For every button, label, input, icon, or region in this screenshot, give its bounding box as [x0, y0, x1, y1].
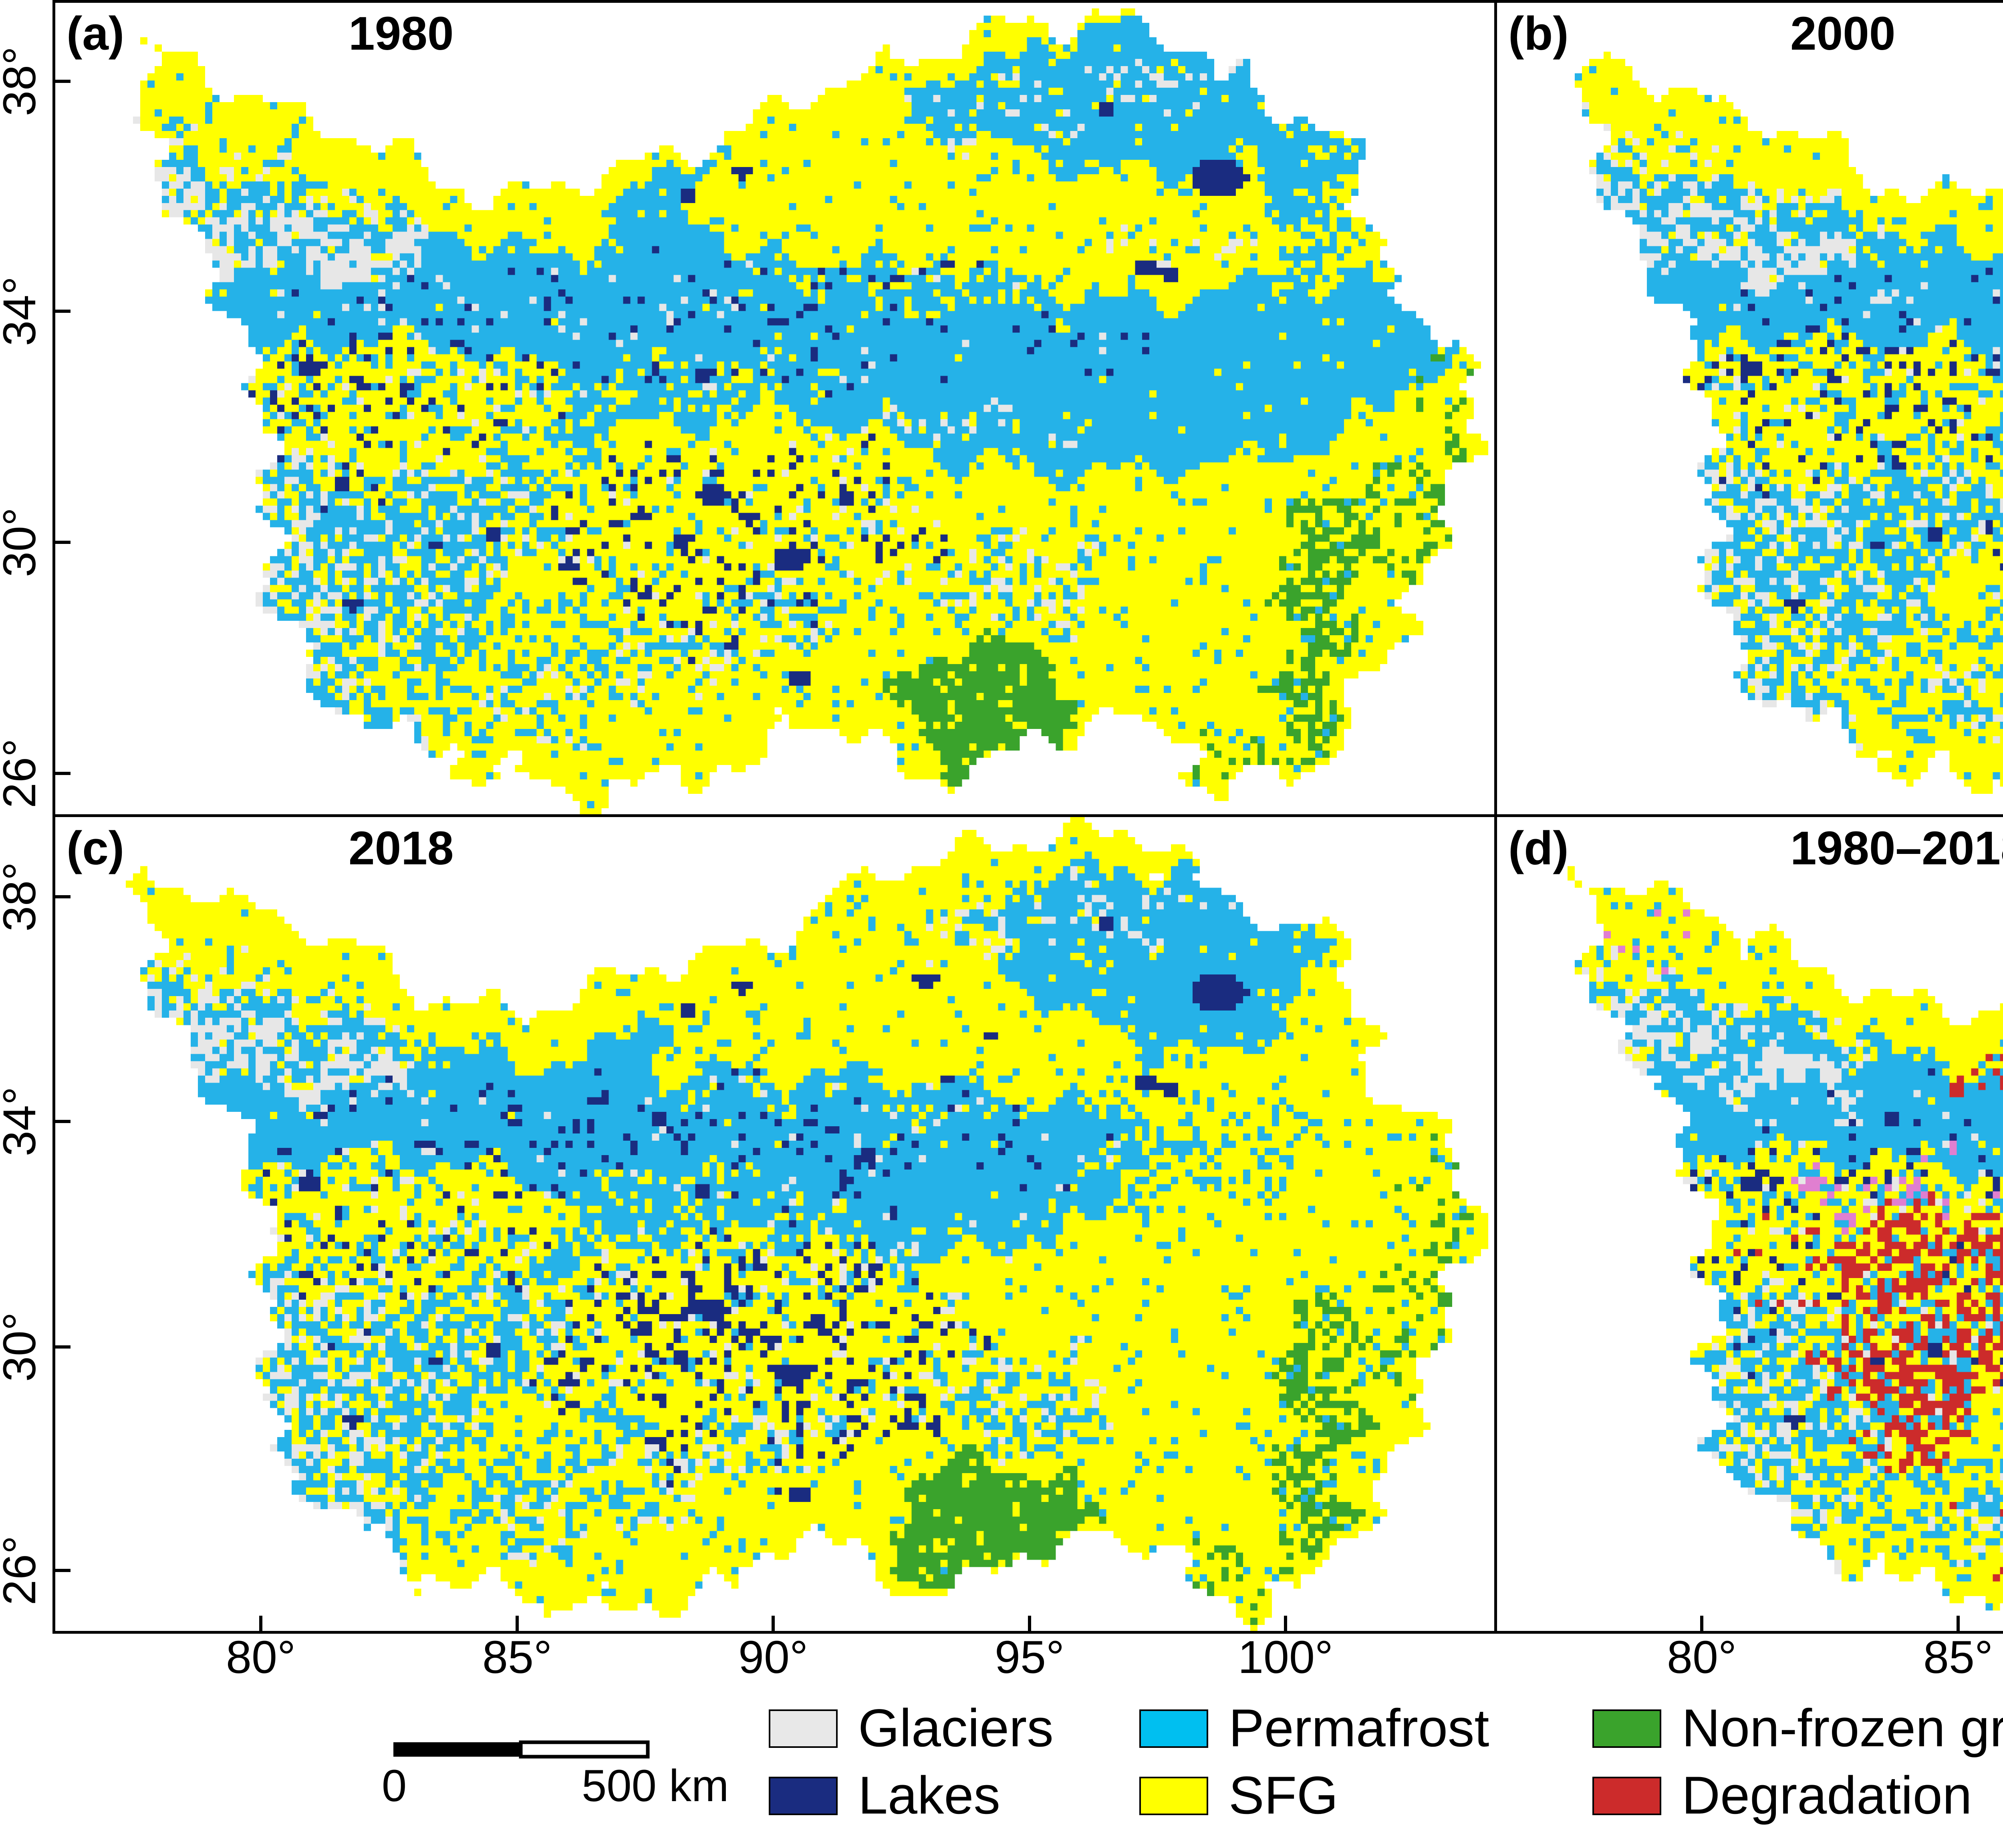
svg-text:(c): (c) [66, 822, 124, 875]
svg-text:SFG: SFG [1229, 1766, 1338, 1825]
svg-text:(b): (b) [1508, 7, 1569, 60]
svg-text:38°: 38° [0, 46, 45, 116]
svg-text:26°: 26° [0, 1536, 45, 1605]
svg-text:2000: 2000 [1790, 7, 1896, 60]
svg-text:500 km: 500 km [582, 1761, 729, 1811]
svg-text:30°: 30° [0, 1312, 45, 1382]
svg-text:85°: 85° [482, 1632, 552, 1683]
svg-text:85°: 85° [1923, 1632, 1993, 1683]
svg-text:Non-frozen ground: Non-frozen ground [1682, 1699, 2003, 1758]
svg-text:34°: 34° [0, 1087, 45, 1156]
svg-text:100°: 100° [1238, 1632, 1333, 1683]
svg-text:30°: 30° [0, 507, 45, 577]
svg-text:Lakes: Lakes [858, 1766, 1000, 1825]
svg-text:80°: 80° [1667, 1632, 1737, 1683]
svg-text:95°: 95° [995, 1632, 1064, 1683]
svg-text:Degradation: Degradation [1682, 1766, 1972, 1825]
svg-text:(a): (a) [66, 7, 124, 60]
svg-text:90°: 90° [738, 1632, 808, 1683]
svg-text:Glaciers: Glaciers [858, 1699, 1054, 1758]
svg-text:26°: 26° [0, 739, 45, 808]
svg-text:1980–2018: 1980–2018 [1790, 822, 2003, 875]
svg-text:Permafrost: Permafrost [1229, 1699, 1489, 1758]
svg-text:2018: 2018 [349, 822, 454, 875]
svg-text:(d): (d) [1508, 822, 1569, 875]
svg-text:1980: 1980 [349, 7, 454, 60]
svg-text:38°: 38° [0, 862, 45, 932]
svg-text:34°: 34° [0, 276, 45, 346]
svg-text:80°: 80° [226, 1632, 296, 1683]
svg-text:0: 0 [382, 1761, 407, 1811]
